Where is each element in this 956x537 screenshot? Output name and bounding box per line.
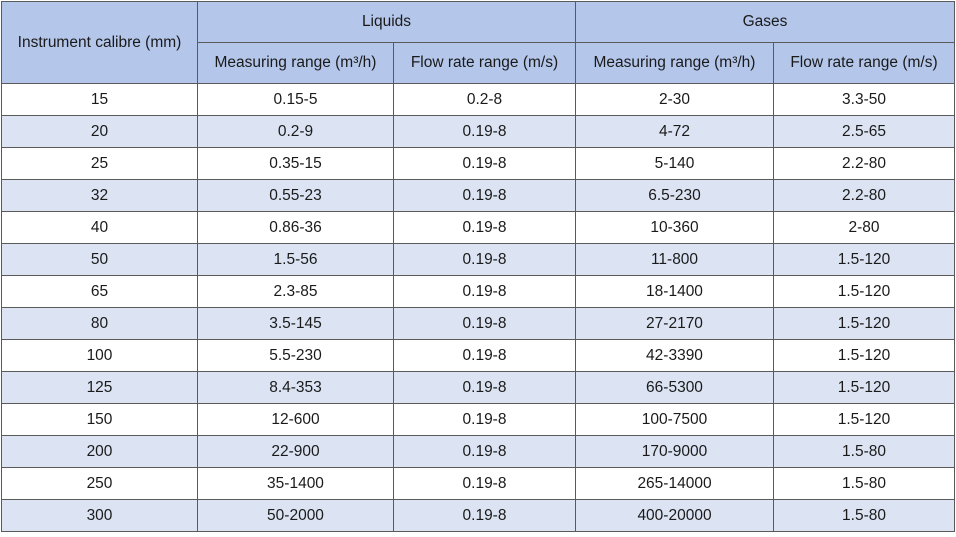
calibre-cell: 50 [1, 243, 198, 276]
gases-measuring-range-cell: 11-800 [575, 243, 774, 276]
liquids-measuring-range-cell: 3.5-145 [197, 307, 394, 340]
gases-flow-rate-range-cell: 1.5-120 [773, 243, 955, 276]
liquids-measuring-range-cell: 35-1400 [197, 467, 394, 500]
liquids-flow-rate-range-cell: 0.19-8 [393, 243, 576, 276]
liquids-flow-rate-range-cell: 0.19-8 [393, 115, 576, 148]
calibre-cell: 250 [1, 467, 198, 500]
table-row: 300 50-2000 0.19-8 400-20000 1.5-80 [1, 499, 955, 532]
calibre-cell: 300 [1, 499, 198, 532]
calibre-cell: 40 [1, 211, 198, 244]
calibre-cell: 32 [1, 179, 198, 212]
calibre-cell: 80 [1, 307, 198, 340]
table-row: 80 3.5-145 0.19-8 27-2170 1.5-120 [1, 307, 955, 340]
liquids-measuring-range-cell: 0.86-36 [197, 211, 394, 244]
gases-flow-rate-range-cell: 3.3-50 [773, 83, 955, 116]
calibre-cell: 15 [1, 83, 198, 116]
liquids-measuring-range-cell: 22-900 [197, 435, 394, 468]
liquids-flow-rate-range-cell: 0.19-8 [393, 339, 576, 372]
liquids-flow-rate-range-cell: 0.19-8 [393, 403, 576, 436]
header-gases: Gases [575, 1, 955, 43]
liquids-flow-rate-range-cell: 0.19-8 [393, 435, 576, 468]
table-row: 40 0.86-36 0.19-8 10-360 2-80 [1, 211, 955, 244]
table-row: 65 2.3-85 0.19-8 18-1400 1.5-120 [1, 275, 955, 308]
table-row: 125 8.4-353 0.19-8 66-5300 1.5-120 [1, 371, 955, 404]
gases-measuring-range-cell: 4-72 [575, 115, 774, 148]
table-row: 15 0.15-5 0.2-8 2-30 3.3-50 [1, 83, 955, 116]
gases-flow-rate-range-cell: 2.5-65 [773, 115, 955, 148]
table-row: 250 35-1400 0.19-8 265-14000 1.5-80 [1, 467, 955, 500]
liquids-flow-rate-range-cell: 0.19-8 [393, 467, 576, 500]
liquids-flow-rate-range-cell: 0.2-8 [393, 83, 576, 116]
table-row: 25 0.35-15 0.19-8 5-140 2.2-80 [1, 147, 955, 180]
gases-measuring-range-cell: 100-7500 [575, 403, 774, 436]
gases-measuring-range-cell: 265-14000 [575, 467, 774, 500]
calibre-cell: 65 [1, 275, 198, 308]
gases-measuring-range-cell: 170-9000 [575, 435, 774, 468]
gases-flow-rate-range-cell: 2-80 [773, 211, 955, 244]
table-row: 150 12-600 0.19-8 100-7500 1.5-120 [1, 403, 955, 436]
gases-flow-rate-range-cell: 1.5-80 [773, 435, 955, 468]
calibre-cell: 100 [1, 339, 198, 372]
gases-measuring-range-cell: 6.5-230 [575, 179, 774, 212]
gases-flow-rate-range-cell: 1.5-80 [773, 499, 955, 532]
liquids-measuring-range-cell: 50-2000 [197, 499, 394, 532]
gases-flow-rate-range-cell: 1.5-120 [773, 403, 955, 436]
gases-measuring-range-cell: 400-20000 [575, 499, 774, 532]
liquids-measuring-range-cell: 8.4-353 [197, 371, 394, 404]
gases-flow-rate-range-cell: 1.5-80 [773, 467, 955, 500]
table-row: 200 22-900 0.19-8 170-9000 1.5-80 [1, 435, 955, 468]
header-liquids-flow-rate-range: Flow rate range (m/s) [393, 42, 576, 84]
liquids-flow-rate-range-cell: 0.19-8 [393, 179, 576, 212]
table-row: 50 1.5-56 0.19-8 11-800 1.5-120 [1, 243, 955, 276]
liquids-flow-rate-range-cell: 0.19-8 [393, 307, 576, 340]
header-calibre: Instrument calibre (mm) [1, 1, 198, 84]
gases-flow-rate-range-cell: 1.5-120 [773, 275, 955, 308]
gases-measuring-range-cell: 42-3390 [575, 339, 774, 372]
liquids-measuring-range-cell: 5.5-230 [197, 339, 394, 372]
header-row-columns: Measuring range (m³/h) Flow rate range (… [2, 42, 955, 84]
gases-flow-rate-range-cell: 2.2-80 [773, 147, 955, 180]
liquids-flow-rate-range-cell: 0.19-8 [393, 499, 576, 532]
calibre-cell: 200 [1, 435, 198, 468]
header-gases-measuring-range: Measuring range (m³/h) [575, 42, 774, 84]
calibre-cell: 25 [1, 147, 198, 180]
header-row-groups: Instrument calibre (mm) Liquids Gases [1, 1, 955, 84]
liquids-measuring-range-cell: 2.3-85 [197, 275, 394, 308]
table-row: 32 0.55-23 0.19-8 6.5-230 2.2-80 [1, 179, 955, 212]
liquids-measuring-range-cell: 0.55-23 [197, 179, 394, 212]
table-row: 20 0.2-9 0.19-8 4-72 2.5-65 [1, 115, 955, 148]
table-body: 15 0.15-5 0.2-8 2-30 3.3-50 20 0.2-9 0.19-8 4-72… [1, 83, 955, 532]
gases-measuring-range-cell: 5-140 [575, 147, 774, 180]
gases-flow-rate-range-cell: 1.5-120 [773, 307, 955, 340]
gases-measuring-range-cell: 18-1400 [575, 275, 774, 308]
calibre-cell: 125 [1, 371, 198, 404]
liquids-flow-rate-range-cell: 0.19-8 [393, 275, 576, 308]
liquids-measuring-range-cell: 0.35-15 [197, 147, 394, 180]
liquids-flow-rate-range-cell: 0.19-8 [393, 211, 576, 244]
gases-flow-rate-range-cell: 1.5-120 [773, 339, 955, 372]
liquids-measuring-range-cell: 12-600 [197, 403, 394, 436]
liquids-measuring-range-cell: 0.2-9 [197, 115, 394, 148]
liquids-flow-rate-range-cell: 0.19-8 [393, 147, 576, 180]
liquids-measuring-range-cell: 1.5-56 [197, 243, 394, 276]
table-header: Instrument calibre (mm) Liquids Gases Me… [1, 1, 955, 84]
liquids-flow-rate-range-cell: 0.19-8 [393, 371, 576, 404]
header-gases-flow-rate-range: Flow rate range (m/s) [773, 42, 955, 84]
header-liquids: Liquids [197, 1, 576, 43]
calibre-cell: 150 [1, 403, 198, 436]
gases-measuring-range-cell: 66-5300 [575, 371, 774, 404]
gases-measuring-range-cell: 10-360 [575, 211, 774, 244]
header-liquids-measuring-range: Measuring range (m³/h) [197, 42, 394, 84]
calibre-cell: 20 [1, 115, 198, 148]
table-row: 100 5.5-230 0.19-8 42-3390 1.5-120 [1, 339, 955, 372]
liquids-measuring-range-cell: 0.15-5 [197, 83, 394, 116]
gases-measuring-range-cell: 27-2170 [575, 307, 774, 340]
gases-flow-rate-range-cell: 1.5-120 [773, 371, 955, 404]
gases-flow-rate-range-cell: 2.2-80 [773, 179, 955, 212]
gases-measuring-range-cell: 2-30 [575, 83, 774, 116]
